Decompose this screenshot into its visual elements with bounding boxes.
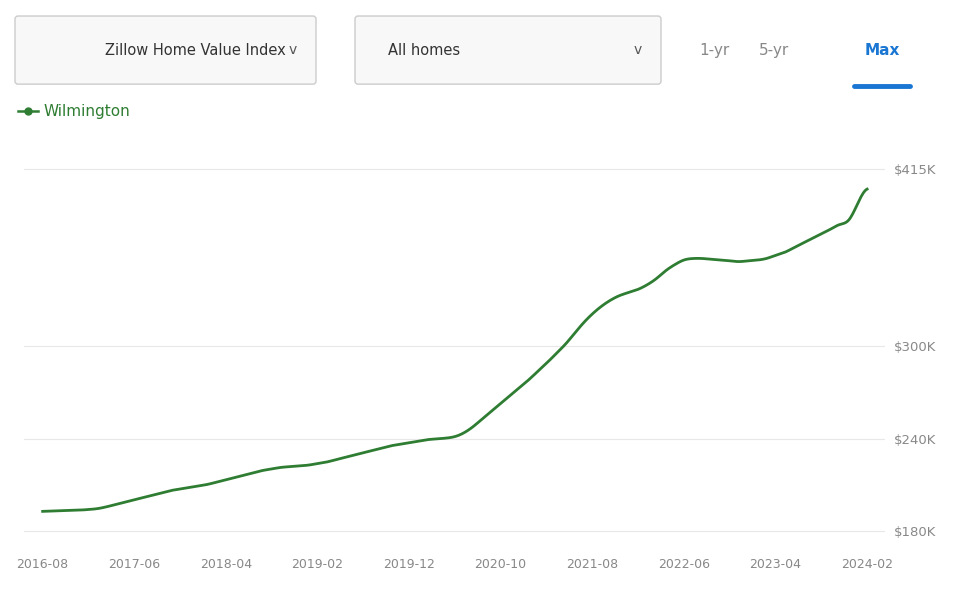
Text: 1-yr: 1-yr [699,43,729,58]
Text: v: v [289,43,297,57]
Text: 5-yr: 5-yr [759,43,789,58]
Text: All homes: All homes [388,43,460,58]
FancyBboxPatch shape [15,16,316,84]
Text: Max: Max [864,43,900,58]
Text: v: v [633,43,642,57]
Text: Zillow Home Value Index: Zillow Home Value Index [105,43,286,58]
Text: Wilmington: Wilmington [44,104,130,118]
FancyBboxPatch shape [355,16,661,84]
